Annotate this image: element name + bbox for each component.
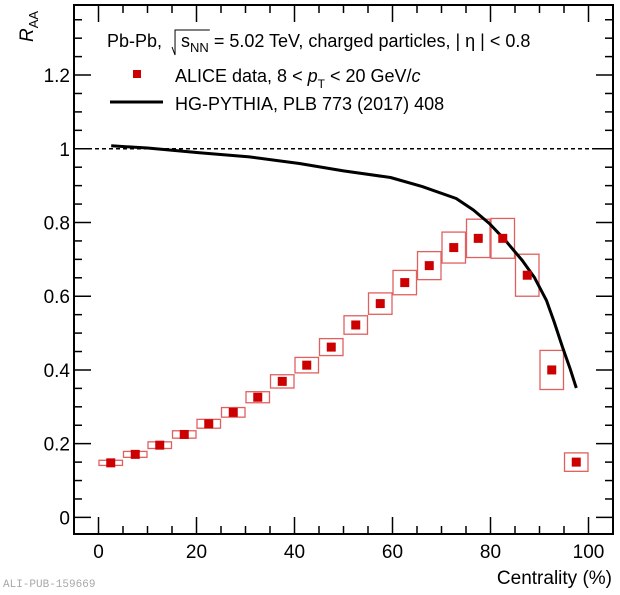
data-point [571, 457, 581, 467]
data-point [106, 458, 116, 468]
y-axis-title: RAA [17, 11, 41, 42]
sys-error-box [367, 292, 393, 315]
data-point [498, 233, 508, 243]
sys-error-box [245, 391, 271, 404]
y-tick-label: 1.2 [44, 66, 70, 87]
y-axis-title-main: R [17, 28, 38, 42]
data-point [351, 320, 361, 330]
model-curve-layer [111, 144, 578, 389]
sys-error-box [539, 349, 565, 391]
axis-tick-labels: 0 20 40 60 80 100 0 0.2 0.4 0.6 0.8 1 1.2 [44, 66, 605, 563]
legend-alice-post: < 20 GeV/ [325, 66, 412, 86]
data-point [179, 429, 189, 439]
x-tick-label: 0 [93, 542, 104, 563]
y-tick-label: 0.4 [44, 361, 71, 382]
legend-alice-var: p [307, 66, 318, 86]
legend-alice-unit: c [412, 66, 421, 86]
legend-alice-pre: ALICE data, 8 < [175, 66, 308, 86]
x-tick-label: 60 [382, 542, 403, 563]
sys-error-box [343, 315, 369, 335]
data-point [473, 233, 483, 243]
data-point [522, 270, 532, 280]
sys-error-box [514, 253, 540, 297]
y-tick-label: 1 [59, 140, 70, 161]
annotation-suffix: = 5.02 TeV, charged particles, | η | < 0… [209, 31, 531, 51]
legend-label-model: HG-PYTHIA, PLB 773 (2017) 408 [175, 94, 444, 114]
y-tick-label: 0.8 [44, 213, 70, 234]
sys-error-box [490, 217, 516, 259]
legend: ALICE data, 8 < pT < 20 GeV/c HG-PYTHIA,… [110, 66, 444, 114]
data-point [449, 243, 459, 253]
data-point [400, 278, 410, 288]
sqrt-symbol [171, 29, 210, 56]
model-curve-hg-pythia [111, 144, 578, 389]
data-point [253, 392, 263, 402]
data-point [424, 261, 434, 271]
y-axis-title-sub: AA [26, 11, 41, 29]
data-point [228, 407, 238, 417]
x-tick-label: 20 [186, 542, 207, 563]
y-tick-label: 0.6 [44, 287, 70, 308]
data-point [277, 376, 287, 386]
annotation-sqrt-s: s [181, 31, 190, 51]
x-axis-title: Centrality (%) [497, 568, 612, 589]
data-point [130, 449, 140, 459]
annotation: Pb-Pb, sNN = 5.02 TeV, charged particles… [107, 29, 530, 56]
legend-alice-sub: T [318, 77, 326, 91]
watermark: ALI-PUB-159669 [3, 579, 96, 591]
axis-ticks [73, 5, 614, 534]
sys-error-box [269, 374, 295, 389]
x-tick-label: 80 [480, 542, 501, 563]
sys-error-box [563, 452, 589, 472]
y-tick-label: 0.2 [44, 435, 70, 456]
legend-label-alice: ALICE data, 8 < pT < 20 GeV/c [175, 66, 421, 91]
data-point [326, 342, 336, 352]
data-point [547, 365, 557, 375]
data-points-layer [106, 233, 581, 468]
y-tick-label: 0 [59, 508, 70, 529]
data-point [155, 440, 165, 450]
x-tick-label: 100 [573, 542, 605, 563]
legend-marker-alice [133, 70, 141, 78]
sys-error-box [465, 218, 491, 259]
systematic-boxes-layer [98, 217, 589, 472]
sys-error-box [392, 269, 418, 296]
data-point [204, 419, 214, 429]
sys-error-box [416, 250, 442, 281]
annotation-sqrt-sub: NN [190, 40, 209, 55]
sys-error-box [318, 337, 344, 357]
sys-error-box [294, 356, 320, 374]
annotation-text: Pb-Pb, sNN = 5.02 TeV, charged particles… [107, 31, 530, 55]
data-point [375, 299, 385, 309]
sys-error-box [220, 406, 246, 418]
data-point [302, 360, 312, 370]
x-tick-label: 40 [284, 542, 305, 563]
sys-error-box [441, 231, 467, 264]
annotation-prefix: Pb-Pb, [107, 31, 167, 51]
